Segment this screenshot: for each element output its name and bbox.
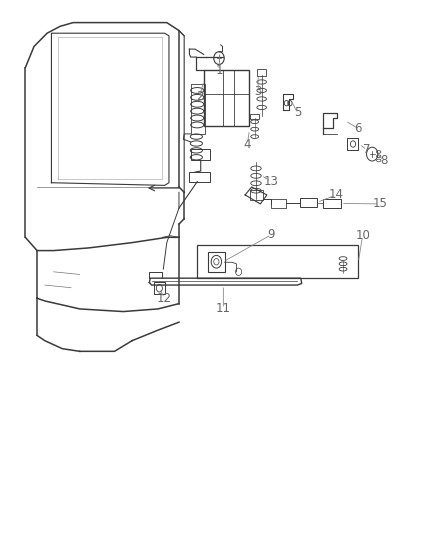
Text: 13: 13 [264,175,279,188]
Text: 5: 5 [293,106,301,119]
Text: 8: 8 [381,154,388,167]
Text: 3: 3 [254,85,262,98]
Text: 12: 12 [157,292,172,305]
Text: 14: 14 [329,189,344,201]
Text: 15: 15 [373,197,388,211]
Text: 9: 9 [268,228,275,241]
Text: 4: 4 [244,138,251,151]
Text: 11: 11 [216,302,231,316]
Text: 10: 10 [355,229,370,242]
Text: 1: 1 [215,64,223,77]
Text: 7: 7 [363,143,371,156]
Text: 6: 6 [354,122,362,135]
Text: 2: 2 [196,90,203,103]
